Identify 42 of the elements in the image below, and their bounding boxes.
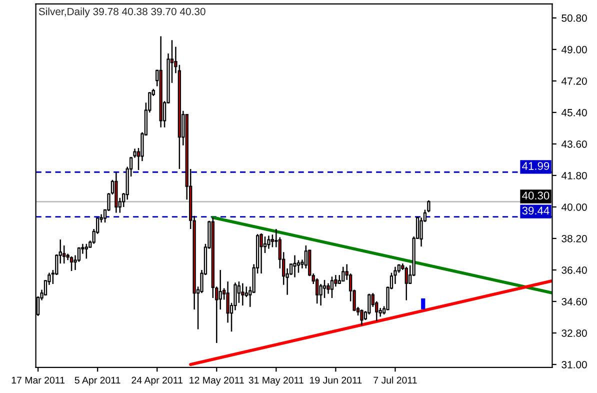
candlestick xyxy=(322,279,326,299)
candlestick xyxy=(218,269,222,310)
candlestick xyxy=(330,276,334,299)
x-tick-label: 17 Mar 2011 xyxy=(12,376,65,384)
y-tick-label: 47.20 xyxy=(561,77,587,85)
candlestick xyxy=(316,278,319,304)
x-tick-label: 19 Jun 2011 xyxy=(310,376,362,384)
y-tick-label: 32.80 xyxy=(562,329,587,337)
y-tick-label: 31.00 xyxy=(562,360,587,368)
x-tick-label: 5 Apr 2011 xyxy=(74,376,120,386)
y-tick-label: 40.00 xyxy=(561,203,587,211)
candlestick xyxy=(319,283,322,306)
x-tick-label: 24 Apr 2011 xyxy=(132,376,182,386)
ref-line-label: 40.30 xyxy=(522,192,550,200)
candlestick xyxy=(237,280,241,304)
ref-line-label: 39.44 xyxy=(522,206,550,215)
candlestick xyxy=(360,308,364,326)
x-tick-label: 31 May 2011 xyxy=(248,376,304,386)
y-tick-label: 41.80 xyxy=(561,172,587,180)
y-tick-label: 38.20 xyxy=(562,234,587,242)
y-tick-label: 36.40 xyxy=(562,266,587,274)
candlestick xyxy=(293,254,296,278)
y-tick-label: 50.80 xyxy=(562,14,587,22)
x-tick-label: 7 Jul 2011 xyxy=(374,376,417,384)
y-tick-label: 34.60 xyxy=(562,298,587,306)
candlestick xyxy=(326,282,330,294)
ref-line-label: 41.99 xyxy=(522,162,550,170)
candlestick xyxy=(404,266,408,301)
candlestick xyxy=(70,256,74,272)
chart-title: Silver,Daily 39.78 40.38 39.70 40.30 xyxy=(38,8,206,18)
candlestick xyxy=(267,235,270,250)
y-tick-label: 45.40 xyxy=(561,108,587,116)
candlestick xyxy=(342,266,345,282)
x-tick-label: 12 May 2011 xyxy=(190,376,244,386)
candlestick xyxy=(296,260,300,274)
candlestick xyxy=(241,282,244,306)
candlestick xyxy=(84,243,88,260)
candlestick xyxy=(263,236,267,254)
y-tick-label: 43.60 xyxy=(561,140,587,148)
y-tick-label: 49.00 xyxy=(561,46,587,54)
candlestick xyxy=(260,232,263,274)
candlestick xyxy=(394,266,397,285)
